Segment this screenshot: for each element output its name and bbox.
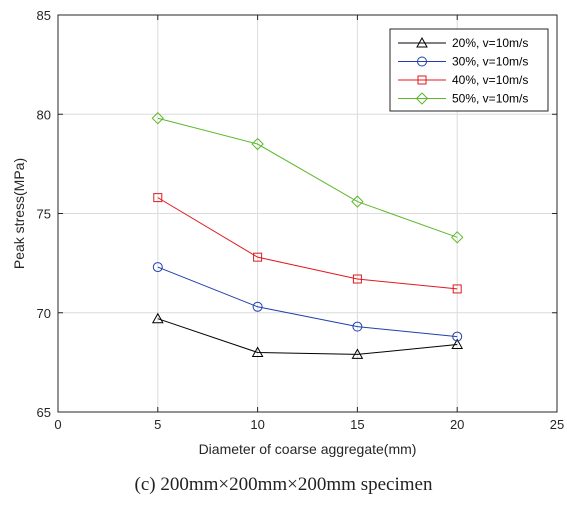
data-point bbox=[352, 321, 363, 332]
legend-label: 30%, v=10m/s bbox=[452, 55, 528, 69]
x-tick-label: 5 bbox=[154, 417, 161, 432]
x-tick-label: 0 bbox=[54, 417, 61, 432]
x-tick-label: 25 bbox=[550, 417, 564, 432]
data-point bbox=[153, 193, 163, 203]
data-point bbox=[452, 284, 462, 294]
y-tick-label: 80 bbox=[37, 107, 51, 122]
figure-caption: (c) 200mm×200mm×200mm specimen bbox=[134, 474, 433, 495]
series-line bbox=[157, 197, 458, 290]
line-chart: 0 5 10 15 20 25 65 70 75 80 85 Diameter of coarse … bbox=[11, 8, 565, 457]
data-point bbox=[251, 346, 264, 357]
legend-label: 50%, v=10m/s bbox=[452, 92, 528, 106]
data-point bbox=[452, 331, 463, 342]
legend-marker bbox=[416, 36, 428, 48]
legend-label: 20%, v=10m/s bbox=[452, 36, 528, 50]
data-point bbox=[450, 231, 464, 244]
y-tick-label: 70 bbox=[37, 306, 51, 321]
series-line bbox=[157, 266, 458, 338]
x-tick-label: 10 bbox=[250, 417, 264, 432]
x-axis-title: Diameter of coarse aggregate(mm) bbox=[199, 441, 417, 457]
series-layer bbox=[151, 112, 464, 359]
data-point bbox=[451, 338, 464, 350]
legend-label: 40%, v=10m/s bbox=[452, 73, 528, 87]
legend-entry: 40%, v=10m/s bbox=[398, 73, 528, 87]
series-diamond bbox=[151, 112, 464, 244]
series-circle bbox=[152, 262, 463, 342]
legend-entry: 30%, v=10m/s bbox=[398, 55, 528, 69]
legend-marker bbox=[417, 75, 427, 85]
data-point bbox=[252, 301, 263, 312]
data-point bbox=[351, 348, 364, 359]
y-tick-label: 75 bbox=[37, 207, 51, 222]
series-line bbox=[157, 318, 458, 355]
data-point bbox=[152, 262, 163, 273]
y-axis-title: Peak stress(MPa) bbox=[11, 158, 27, 269]
y-tick-label: 85 bbox=[37, 8, 51, 23]
data-point bbox=[151, 312, 164, 324]
data-point bbox=[351, 195, 364, 208]
data-point bbox=[352, 274, 362, 284]
legend-entry: 50%, v=10m/s bbox=[398, 92, 528, 106]
series-triangle bbox=[151, 312, 464, 359]
y-tick-label: 65 bbox=[37, 405, 51, 420]
data-point bbox=[251, 137, 264, 151]
x-tick-label: 20 bbox=[450, 417, 464, 432]
legend-marker bbox=[415, 92, 429, 105]
legend-entry: 20%, v=10m/s bbox=[398, 36, 528, 50]
series-square bbox=[153, 193, 462, 294]
data-point bbox=[151, 112, 165, 125]
legend: 20%, v=10m/s 30%, v=10m/s 40%, v=10m/s 50%,… bbox=[389, 28, 549, 112]
axis-ticks: 0 5 10 15 20 25 65 70 75 80 85 bbox=[37, 8, 565, 432]
data-point bbox=[253, 252, 263, 262]
x-tick-label: 15 bbox=[350, 417, 364, 432]
legend-marker bbox=[417, 56, 427, 67]
series-line bbox=[157, 117, 458, 238]
